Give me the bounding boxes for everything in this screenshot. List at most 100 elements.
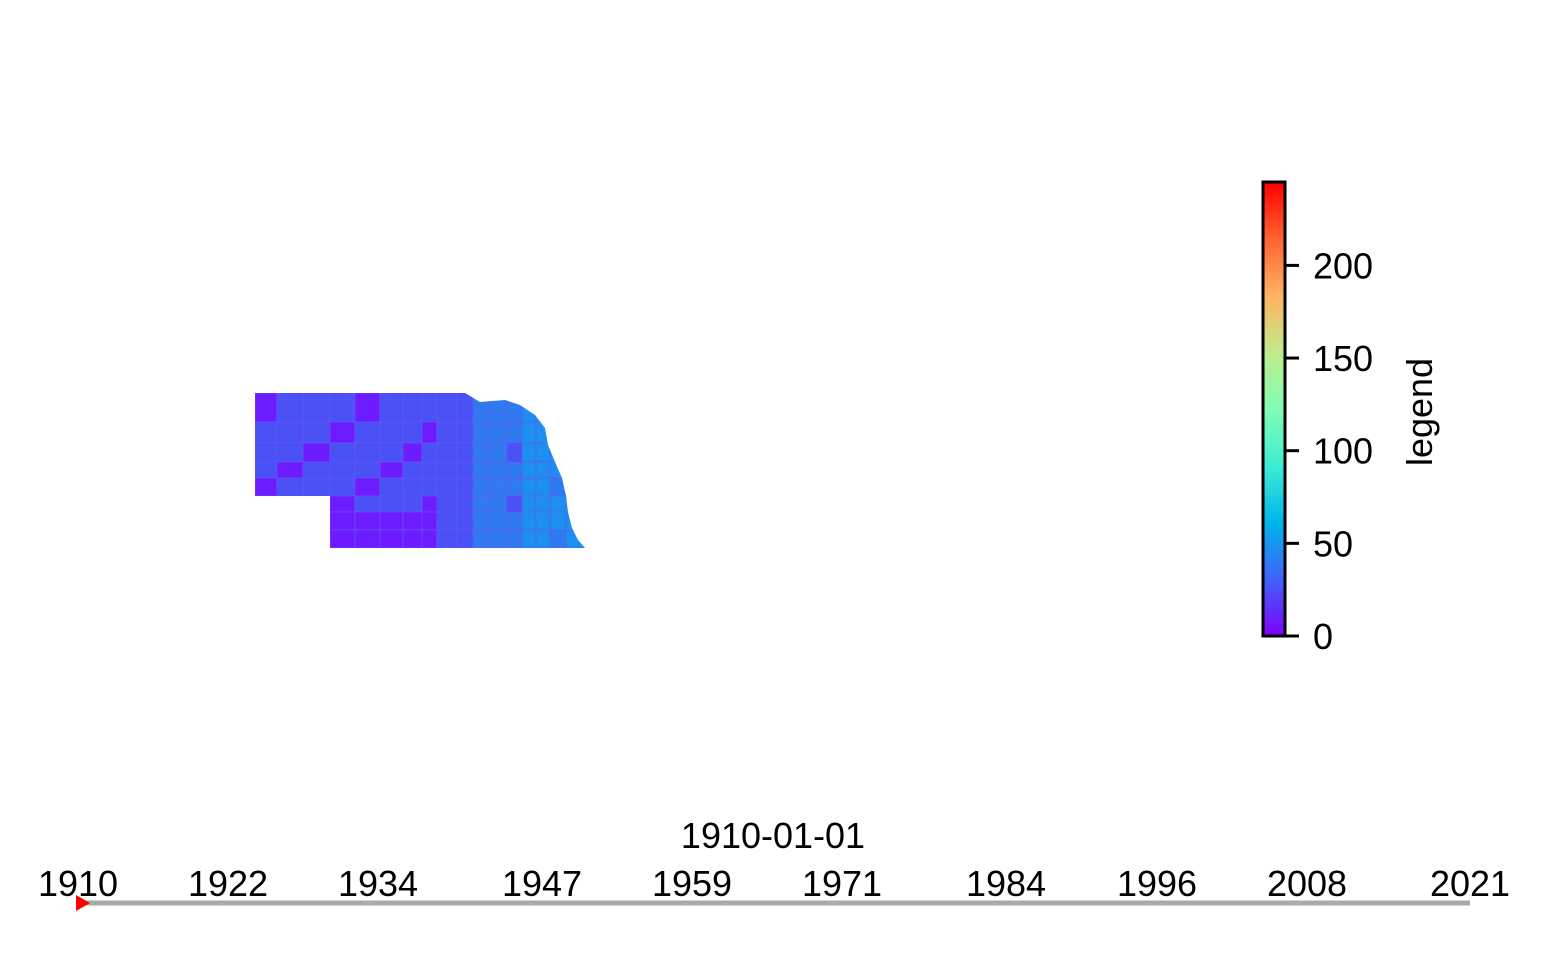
colorbar-gradient <box>1261 180 1287 638</box>
county-polygon <box>506 442 523 463</box>
county-polygon <box>472 393 491 423</box>
county-polygon <box>565 495 585 513</box>
colorbar-tick-label: 50 <box>1313 523 1353 564</box>
county-polygon <box>329 461 356 479</box>
county-polygon <box>472 511 491 531</box>
county-polygon <box>506 495 523 513</box>
county-polygon <box>255 421 278 444</box>
county-polygon <box>535 421 551 444</box>
county-polygon <box>354 511 381 531</box>
county-polygon <box>329 511 356 531</box>
county-polygon <box>549 477 567 497</box>
county-polygon <box>329 529 356 548</box>
county-polygon <box>489 393 508 423</box>
county-polygon <box>436 511 458 531</box>
county-polygon <box>354 495 381 513</box>
county-polygon <box>521 442 537 463</box>
county-polygon <box>565 511 585 531</box>
county-polygon <box>456 529 474 548</box>
county-polygon <box>276 421 304 444</box>
county-polygon <box>535 529 551 548</box>
county-polygon <box>489 529 508 548</box>
colorbar-tick-label: 200 <box>1313 245 1373 286</box>
county-polygon <box>521 461 537 479</box>
county-polygon <box>329 421 356 444</box>
colorbar-label: legend <box>1399 358 1440 466</box>
county-polygon <box>421 442 438 463</box>
play-marker-icon[interactable] <box>76 895 90 911</box>
county-polygon <box>565 421 585 444</box>
county-polygon <box>521 421 537 444</box>
county-polygon <box>456 442 474 463</box>
county-polygon <box>436 495 458 513</box>
state-choropleth-map <box>255 393 585 548</box>
county-polygon <box>379 511 404 531</box>
county-polygon <box>506 421 523 444</box>
county-polygon <box>329 495 356 513</box>
current-date-label: 1910-01-01 <box>681 815 865 856</box>
county-polygon <box>565 461 585 479</box>
county-polygon <box>521 477 537 497</box>
county-polygon <box>535 442 551 463</box>
county-polygon <box>535 495 551 513</box>
county-polygon <box>535 477 551 497</box>
county-polygon <box>329 393 356 423</box>
county-polygon <box>436 529 458 548</box>
county-polygon <box>565 393 585 423</box>
county-polygon <box>436 421 458 444</box>
county-polygon <box>421 393 438 423</box>
county-polygon <box>302 442 331 463</box>
county-polygon <box>456 421 474 444</box>
county-polygon <box>329 442 356 463</box>
county-polygon <box>521 511 537 531</box>
county-polygon <box>329 477 356 497</box>
county-polygon <box>549 393 567 423</box>
county-polygon <box>255 393 278 423</box>
county-polygon <box>472 421 491 444</box>
county-polygon <box>402 421 423 444</box>
colorbar-tick-label: 100 <box>1313 431 1373 472</box>
county-polygon <box>506 393 523 423</box>
county-polygon <box>472 442 491 463</box>
county-polygon <box>456 477 474 497</box>
county-polygon <box>402 461 423 479</box>
county-polygon <box>549 442 567 463</box>
county-polygons <box>255 393 585 548</box>
county-polygon <box>402 442 423 463</box>
county-polygon <box>489 442 508 463</box>
time-slider-tick-label: 1996 <box>1117 863 1197 904</box>
time-slider-tick-label: 2008 <box>1267 863 1347 904</box>
county-polygon <box>421 529 438 548</box>
county-polygon <box>421 511 438 531</box>
river-boundary-line <box>479 469 561 506</box>
time-slider-tick-label: 1984 <box>966 863 1046 904</box>
county-polygon <box>402 477 423 497</box>
county-polygon <box>255 461 278 479</box>
county-polygon <box>506 461 523 479</box>
county-polygon <box>379 393 404 423</box>
colorbar-ticks: 0 50 100 150 200 <box>1285 245 1373 657</box>
time-slider[interactable]: 1910-01-01 1910 1922 1934 1947 1959 1971 1984 1… <box>38 815 1510 911</box>
county-polygon <box>506 511 523 531</box>
county-polygon <box>379 442 404 463</box>
county-polygon <box>402 393 423 423</box>
county-polygon <box>421 477 438 497</box>
county-polygon <box>549 511 567 531</box>
county-polygon <box>354 442 381 463</box>
county-polygon <box>302 393 331 423</box>
county-polygon <box>489 477 508 497</box>
county-polygon <box>436 477 458 497</box>
county-polygon <box>354 421 381 444</box>
county-polygon <box>456 461 474 479</box>
county-polygon <box>549 461 567 479</box>
county-polygon <box>521 393 537 423</box>
county-polygon <box>436 393 458 423</box>
county-polygon <box>549 529 567 548</box>
county-polygon <box>302 421 331 444</box>
county-polygon <box>521 495 537 513</box>
county-polygon <box>354 393 381 423</box>
county-polygon <box>456 495 474 513</box>
time-slider-tick-label: 1959 <box>652 863 732 904</box>
county-polygon <box>421 461 438 479</box>
